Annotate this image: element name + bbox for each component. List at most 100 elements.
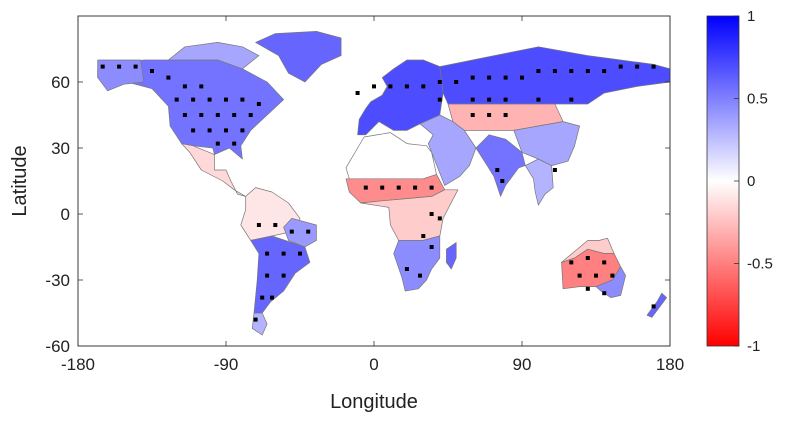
significance-marker [421, 234, 426, 238]
significance-marker [265, 273, 270, 278]
significance-marker [470, 75, 475, 80]
significance-marker [569, 69, 574, 73]
significance-marker [256, 102, 261, 106]
significance-marker [355, 91, 360, 95]
significance-marker [265, 251, 270, 256]
significance-marker [207, 97, 212, 102]
significance-marker [199, 113, 204, 117]
significance-marker [470, 97, 475, 102]
significance-marker [429, 245, 434, 249]
significance-marker [256, 223, 261, 227]
significance-marker [635, 64, 640, 69]
land-region-india [475, 134, 526, 197]
significance-marker [117, 64, 122, 69]
significance-marker [569, 97, 574, 102]
x-tick-label: 180 [656, 355, 684, 374]
significance-marker [174, 97, 179, 102]
significance-marker [602, 291, 607, 296]
significance-marker [240, 97, 245, 102]
colorbar-tick-label: -1 [747, 338, 760, 355]
significance-marker [388, 84, 393, 89]
y-tick-label: 30 [51, 139, 70, 158]
colorbar [706, 15, 740, 347]
significance-marker [487, 113, 492, 117]
significance-marker [289, 229, 294, 234]
significance-marker [569, 260, 574, 265]
y-axis-label: Latitude [9, 145, 31, 216]
colorbar-tick-label: 1 [747, 8, 755, 25]
significance-marker [199, 84, 204, 89]
significance-marker [281, 273, 286, 278]
significance-marker [487, 97, 492, 102]
land-region-east-asia [513, 121, 580, 166]
colorbar-tick-label: -0.5 [747, 256, 773, 273]
significance-marker [182, 113, 187, 117]
significance-marker [224, 128, 228, 133]
significance-marker [651, 64, 656, 69]
significance-marker [380, 185, 385, 190]
land-layer [97, 31, 671, 336]
significance-marker [363, 185, 368, 190]
significance-marker [503, 75, 508, 80]
significance-marker [503, 113, 508, 117]
colorbar-tick-label: 0 [747, 173, 755, 190]
significance-marker [610, 273, 615, 278]
significance-marker [429, 212, 434, 216]
land-region-greenland-coast [255, 31, 342, 83]
significance-marker [404, 267, 409, 271]
significance-marker [503, 97, 508, 102]
x-tick-label: -90 [214, 355, 239, 374]
significance-marker [248, 113, 253, 117]
significance-marker [166, 75, 171, 80]
x-tick-label: 90 [513, 355, 532, 374]
significance-marker [429, 185, 434, 190]
land-region-middle-east [419, 114, 477, 186]
y-tick-label: -30 [45, 271, 70, 290]
significance-marker [500, 179, 505, 183]
significance-marker [577, 273, 582, 278]
colorbar-ticks: 1 0.5 0 -0.5 -1 [734, 8, 773, 355]
significance-marker [618, 64, 623, 69]
significance-marker [270, 295, 274, 300]
significance-marker [585, 69, 590, 73]
y-tick-label: -60 [45, 337, 70, 356]
significance-marker [273, 223, 278, 227]
significance-marker [224, 97, 228, 102]
significance-marker [651, 304, 656, 309]
x-axis-ticks: -180 -90 0 90 180 [61, 16, 684, 374]
land-region-canadian-arctic [168, 42, 260, 70]
significance-marker [594, 273, 598, 278]
significance-marker [495, 168, 500, 172]
significance-marker [536, 97, 541, 102]
significance-marker [306, 229, 311, 234]
significance-marker [520, 75, 524, 80]
significance-marker [536, 69, 541, 73]
land-region-central-africa [360, 189, 459, 241]
significance-marker [552, 168, 557, 172]
significance-marker [372, 84, 376, 89]
land-region-southern-africa [393, 235, 441, 292]
land-region-alaska [97, 59, 145, 92]
land-region-mexico-central-america [181, 143, 247, 197]
significance-marker [454, 80, 459, 84]
significance-marker [191, 97, 196, 102]
significance-marker [215, 113, 220, 117]
significance-marker [487, 75, 492, 80]
significance-marker [552, 69, 557, 73]
x-tick-label: -180 [61, 355, 95, 374]
y-tick-label: 60 [51, 73, 70, 92]
significance-marker [298, 251, 302, 256]
y-axis-ticks: 60 30 0 -30 -60 [45, 73, 670, 356]
significance-marker [470, 113, 475, 117]
significance-marker [133, 64, 138, 69]
significance-marker [240, 128, 245, 133]
significance-marker [232, 113, 237, 117]
significance-marker [602, 260, 607, 265]
significance-marker [232, 141, 237, 146]
colorbar-tick-label: 0.5 [747, 91, 768, 108]
significance-marker [150, 69, 154, 73]
x-axis-label: Longitude [330, 391, 418, 413]
significance-marker [585, 286, 590, 291]
significance-marker [260, 295, 265, 300]
